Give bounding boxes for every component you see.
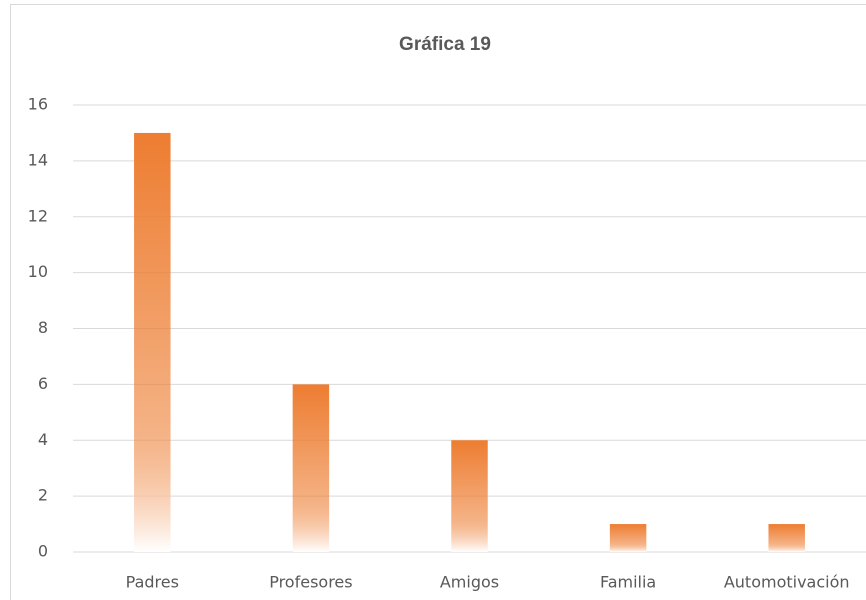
- y-tick-label: 4: [38, 430, 48, 449]
- y-tick-label: 6: [38, 374, 48, 393]
- y-tick-label: 2: [38, 486, 48, 505]
- bar: [134, 132, 171, 552]
- x-tick-label: Profesores: [269, 573, 352, 592]
- y-tick-label: 16: [28, 95, 48, 114]
- y-tick-label: 8: [38, 318, 48, 337]
- bar: [292, 384, 330, 552]
- y-tick-label: 10: [28, 262, 48, 281]
- bar: [451, 440, 488, 552]
- y-tick-label: 14: [28, 150, 48, 169]
- bar: [768, 524, 805, 552]
- x-tick-label: Padres: [126, 573, 179, 592]
- x-tick-label: Familia: [600, 573, 656, 592]
- x-tick-label: Amigos: [440, 573, 499, 592]
- x-tick-label: Automotivación: [724, 573, 850, 592]
- y-tick-label: 0: [38, 542, 48, 561]
- y-tick-label: 12: [28, 206, 48, 225]
- bar: [609, 524, 647, 552]
- chart-title: Gráfica 19: [399, 34, 491, 55]
